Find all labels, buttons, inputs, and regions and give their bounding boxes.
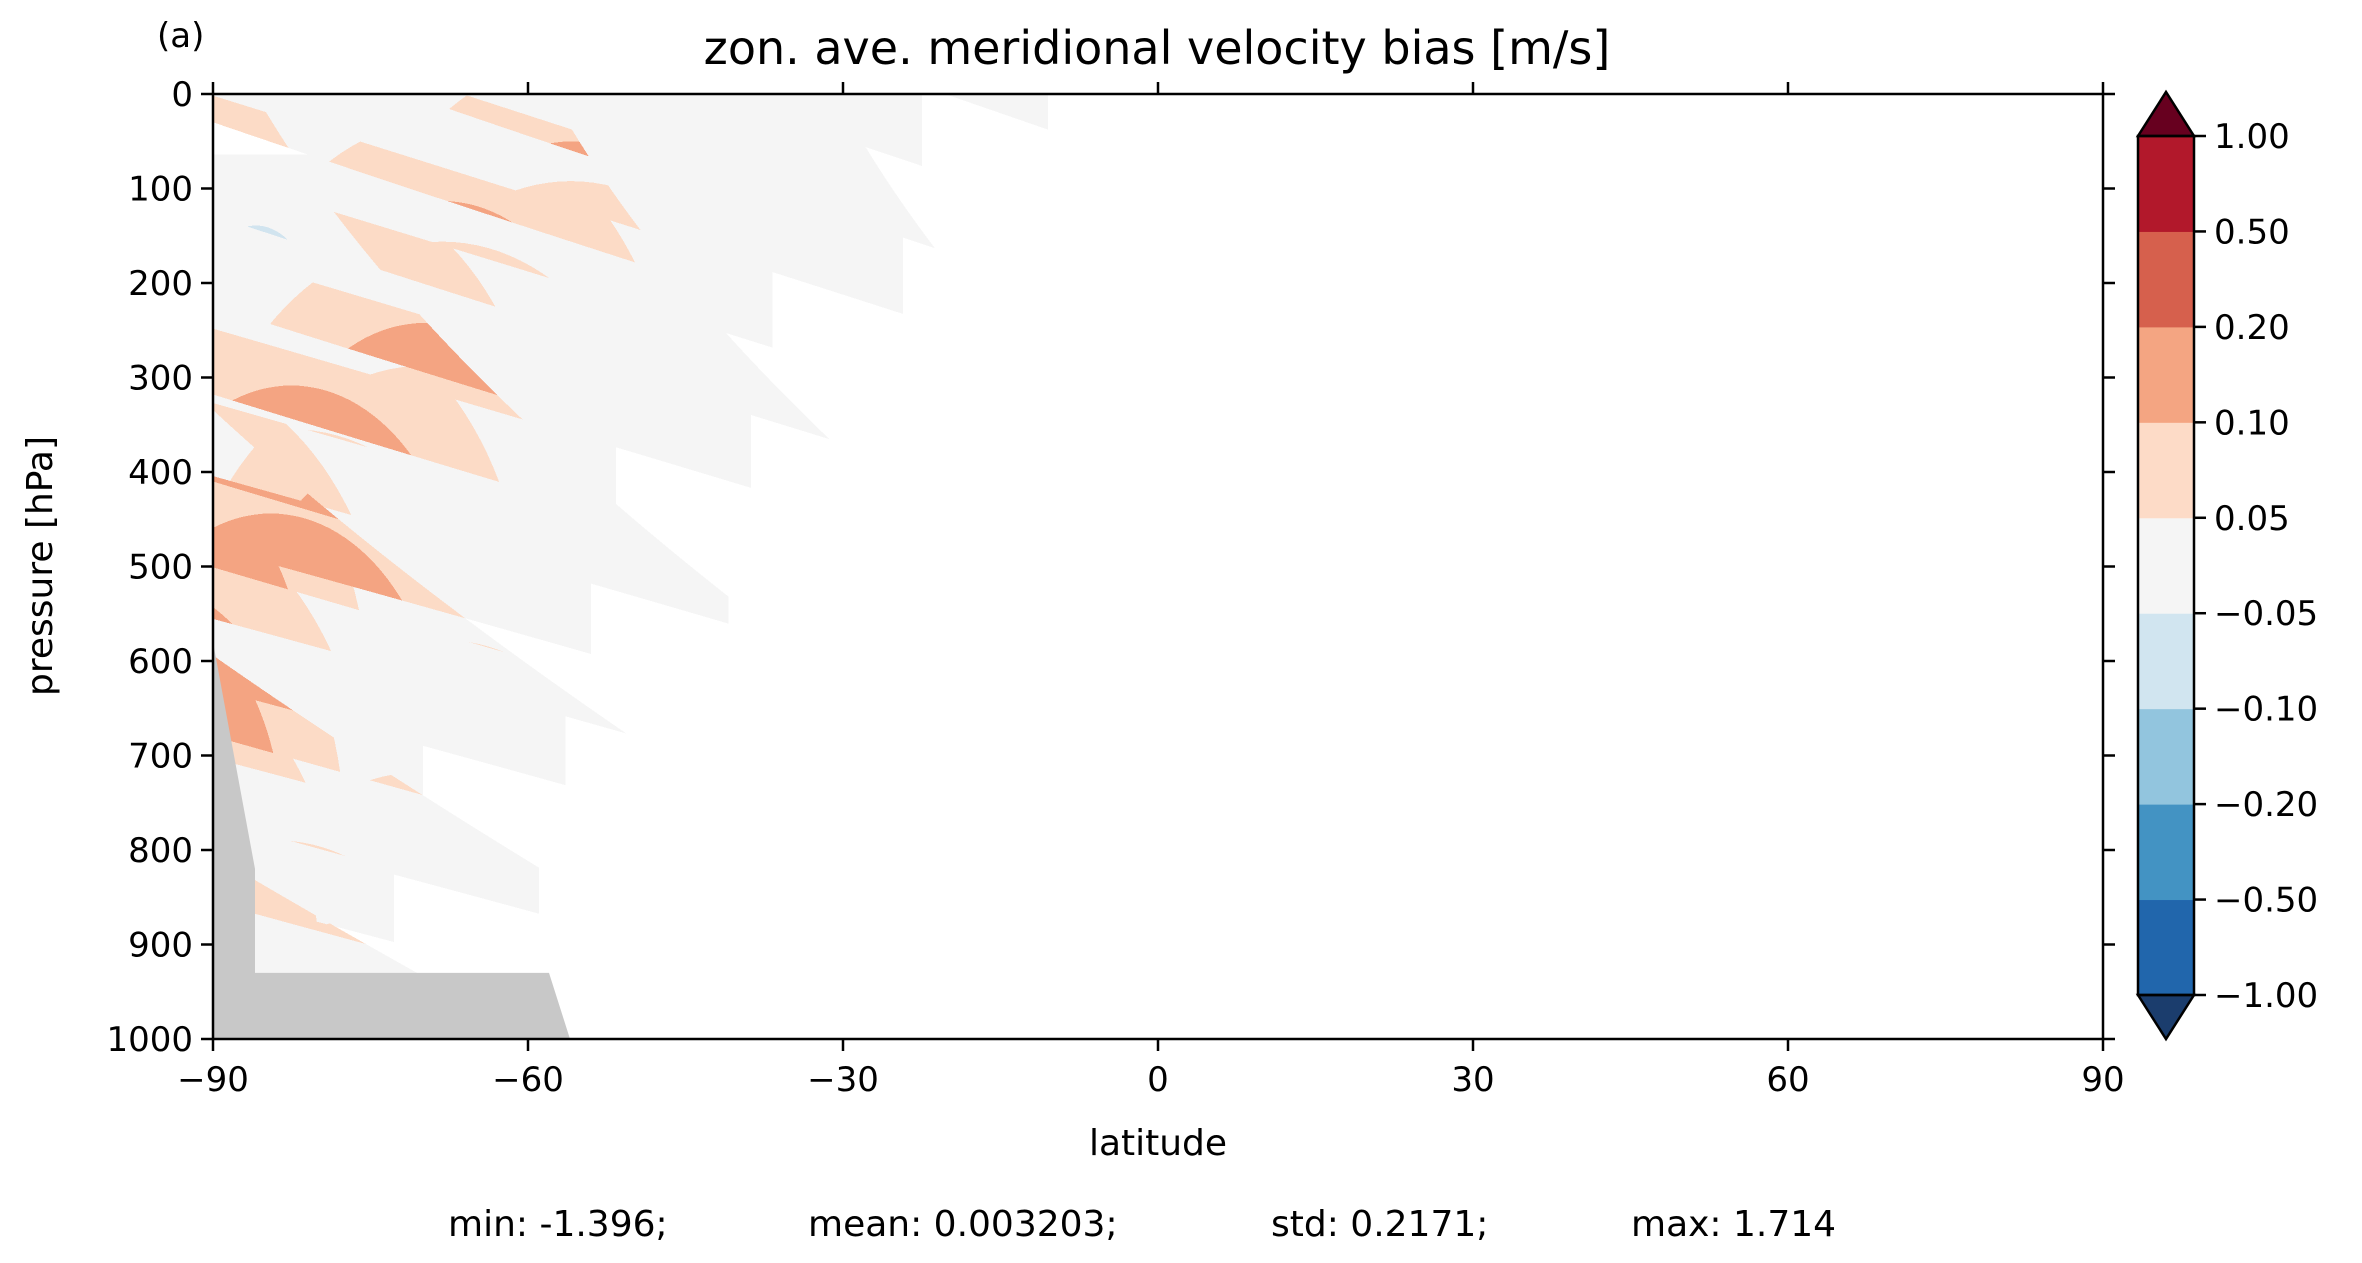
plot-area: −90 −60 −30 0 30 60 90 0 100 200 300 400 500 600 700 8… — [106, 75, 2124, 1100]
heatmap-canvas — [213, 94, 2103, 1039]
colorbar-tick-label: 0.50 — [2214, 212, 2290, 252]
stat-std: std: 0.2171; — [1271, 1204, 1488, 1245]
colorbar-extend-max — [2135, 89, 2197, 138]
colorbar-band — [2138, 231, 2194, 328]
x-tick-label: 90 — [2081, 1060, 2124, 1100]
y-axis-label: pressure [hPa] — [20, 436, 61, 696]
masked-region — [213, 642, 570, 1039]
x-tick-label: 60 — [1766, 1060, 1809, 1100]
y-tick-label: 500 — [128, 548, 193, 588]
heatmap-feature — [213, 591, 438, 1015]
colorbar-extend-min — [2135, 993, 2197, 1042]
stat-mean: mean: 0.003203; — [808, 1204, 1118, 1245]
colorbar-tick-label: 0.05 — [2214, 499, 2290, 539]
y-tick-label: 800 — [128, 831, 193, 871]
panel-label: (a) — [157, 16, 204, 56]
colorbar-band — [2138, 708, 2194, 805]
heatmap-feature — [550, 838, 1010, 1039]
heatmap-feature — [930, 131, 1197, 672]
heatmap-feature — [954, 688, 1184, 1039]
colorbar-tick-label: −0.50 — [2214, 881, 2318, 921]
heatmap-feature — [1295, 181, 1767, 848]
colorbar-band — [2138, 136, 2194, 232]
colorbar-band — [2138, 804, 2194, 901]
heatmap-feature — [1268, 688, 1825, 1039]
x-tick-label: 30 — [1451, 1060, 1494, 1100]
x-tick-label: −90 — [177, 1060, 249, 1100]
x-tick-label: 0 — [1147, 1060, 1169, 1100]
heatmap-feature — [586, 197, 974, 907]
colorbar-band — [2138, 517, 2194, 614]
colorbar-band — [2138, 613, 2194, 710]
x-axis-label: latitude — [1089, 1123, 1227, 1164]
masked-region-layer — [213, 642, 570, 1039]
x-tick-label: −60 — [492, 1060, 564, 1100]
colorbar-tick-label: −0.05 — [2214, 594, 2318, 634]
heatmap-feature — [1171, 225, 1292, 417]
y-tick-label: 0 — [171, 75, 193, 115]
colorbar-band — [2138, 326, 2194, 423]
y-tick-label: 600 — [128, 642, 193, 682]
y-tick-label: 900 — [128, 926, 193, 966]
colorbar-band — [2138, 422, 2194, 519]
stats-line: min: -1.396; mean: 0.003203; std: 0.2171… — [448, 1204, 1836, 1245]
y-tick-label: 100 — [128, 170, 193, 210]
colorbar-frame — [2136, 134, 2196, 997]
colorbar-tick-label: 0.10 — [2214, 403, 2290, 443]
y-tick-label: 700 — [128, 737, 193, 777]
colorbar: −1.00 −0.50 −0.20 −0.10 −0.05 0.05 0.10 0.20 0.5… — [2135, 89, 2318, 1042]
colorbar-tick-label: 1.00 — [2214, 117, 2290, 157]
chart-title: zon. ave. meridional velocity bias [m/s] — [704, 21, 1611, 75]
colorbar-tick-label: −0.20 — [2214, 785, 2318, 825]
x-axis: −90 −60 −30 0 30 60 90 — [177, 82, 2125, 1100]
y-tick-label: 300 — [128, 359, 193, 399]
y-tick-label: 1000 — [106, 1020, 193, 1060]
x-tick-label: −30 — [807, 1060, 879, 1100]
y-axis: 0 100 200 300 400 500 600 700 800 900 1000 — [106, 75, 2115, 1060]
stat-min: min: -1.396; — [448, 1204, 668, 1245]
heatmap-feature — [1659, 449, 2022, 873]
stat-max: max: 1.714 — [1631, 1204, 1836, 1245]
colorbar-tick-label: −1.00 — [2214, 976, 2318, 1016]
colorbar-band — [2138, 899, 2194, 996]
colorbar-tick-label: −0.10 — [2214, 690, 2318, 730]
y-tick-label: 400 — [128, 453, 193, 493]
y-tick-label: 200 — [128, 264, 193, 304]
colorbar-tick-label: 0.20 — [2214, 308, 2290, 348]
